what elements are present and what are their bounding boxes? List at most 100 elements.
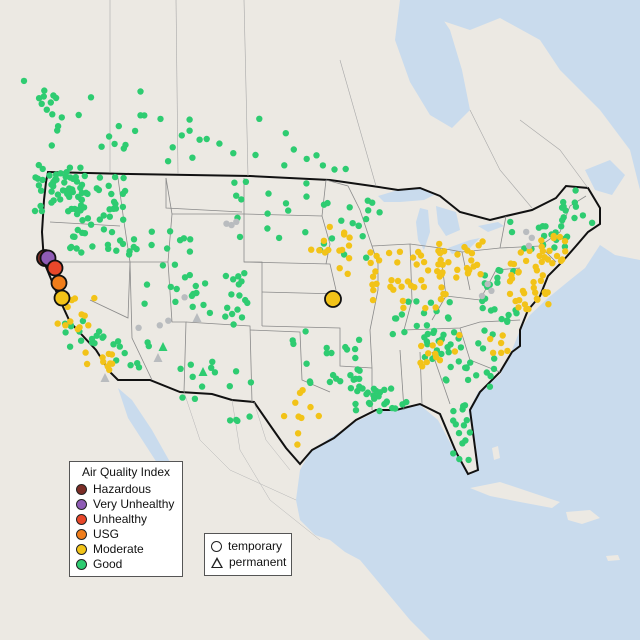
circle-icon [211, 541, 222, 552]
monitor-marker [507, 291, 513, 297]
monitor-marker [190, 374, 196, 380]
monitor-marker [41, 87, 47, 93]
monitor-marker [52, 176, 58, 182]
monitor-marker [438, 257, 444, 263]
monitor-marker [464, 417, 470, 423]
monitor-marker [516, 297, 522, 303]
monitor-marker [433, 304, 439, 310]
monitor-marker [238, 278, 244, 284]
monitor-marker [499, 316, 505, 322]
monitor-marker [229, 311, 235, 317]
monitor-marker [343, 166, 349, 172]
monitor-marker [48, 99, 54, 105]
monitor-marker [352, 346, 358, 352]
monitor-marker [487, 336, 493, 342]
monitor-marker [172, 262, 178, 268]
good-swatch [76, 559, 87, 570]
monitor-marker [437, 340, 443, 346]
monitor-marker [121, 145, 127, 151]
monitor-marker [480, 345, 486, 351]
legend-item-good: Good [76, 557, 122, 571]
monitor-marker [545, 301, 551, 307]
monitor-marker [453, 274, 459, 280]
monitor-marker [459, 440, 465, 446]
monitor-marker [243, 179, 249, 185]
monitor-marker [67, 344, 73, 350]
monitor-marker [545, 289, 551, 295]
monitor-marker [327, 379, 333, 385]
monitor-marker [200, 302, 206, 308]
monitor-marker-unhealthy [48, 261, 63, 276]
monitor-marker [346, 234, 352, 240]
monitor-marker [367, 401, 373, 407]
legend-label: temporary [228, 539, 282, 553]
monitor-marker [112, 174, 118, 180]
monitor-marker [571, 215, 577, 221]
monitor-marker [376, 408, 382, 414]
monitor-marker [316, 247, 322, 253]
monitor-marker [534, 297, 540, 303]
monitor-marker [559, 205, 565, 211]
monitor-marker [223, 273, 229, 279]
monitor-marker [484, 369, 490, 375]
monitor-marker [558, 223, 564, 229]
monitor-marker [477, 271, 483, 277]
monitor-marker [85, 322, 91, 328]
monitor-marker [88, 222, 94, 228]
monitor-marker [141, 301, 147, 307]
monitor-marker [414, 323, 420, 329]
monitor-marker [76, 112, 82, 118]
monitor-marker [313, 152, 319, 158]
monitor-marker [252, 152, 258, 158]
monitor-marker [392, 315, 398, 321]
monitor-marker [526, 243, 532, 249]
legend-label: Moderate [93, 542, 144, 556]
monitor-marker [177, 237, 183, 243]
legend-item-permanent: permanent [211, 555, 286, 569]
monitor-marker [187, 248, 193, 254]
monitor-marker [224, 305, 230, 311]
monitor-marker [115, 338, 121, 344]
monitor-marker [388, 277, 394, 283]
monitor-marker [79, 197, 85, 203]
monitor-marker [63, 173, 69, 179]
monitor-marker [542, 223, 548, 229]
monitor-marker [415, 249, 421, 255]
monitor-marker [330, 372, 336, 378]
monitor-marker [418, 343, 424, 349]
monitor-marker [188, 362, 194, 368]
monitor-marker [418, 277, 424, 283]
monitor-marker [491, 355, 497, 361]
monitor-marker [242, 297, 248, 303]
monitor-marker [498, 340, 504, 346]
monitor-marker [127, 362, 133, 368]
monitor-marker [461, 244, 467, 250]
monitor-marker [494, 275, 500, 281]
monitor-marker [419, 363, 425, 369]
monitor-marker [534, 267, 540, 273]
monitor-marker [346, 242, 352, 248]
monitor-marker [276, 235, 282, 241]
monitor-marker [355, 223, 361, 229]
monitor-marker [430, 342, 436, 348]
monitor-marker [48, 188, 54, 194]
monitor-marker [523, 229, 529, 235]
monitor-marker [157, 116, 163, 122]
monitor-marker [456, 430, 462, 436]
monitor-marker [179, 132, 185, 138]
monitor-marker [363, 255, 369, 261]
monitor-marker [109, 351, 115, 357]
monitor-marker [237, 234, 243, 240]
monitor-marker [307, 380, 313, 386]
monitor-marker [233, 193, 239, 199]
monitor-marker [386, 250, 392, 256]
usg-swatch [76, 529, 87, 540]
monitor-marker [126, 251, 132, 257]
monitor-marker [186, 128, 192, 134]
monitor-marker [67, 318, 73, 324]
legend-label: USG [93, 527, 119, 541]
monitor-marker [439, 271, 445, 277]
monitor-marker [74, 211, 80, 217]
monitor-marker [98, 144, 104, 150]
monitor-marker [170, 144, 176, 150]
